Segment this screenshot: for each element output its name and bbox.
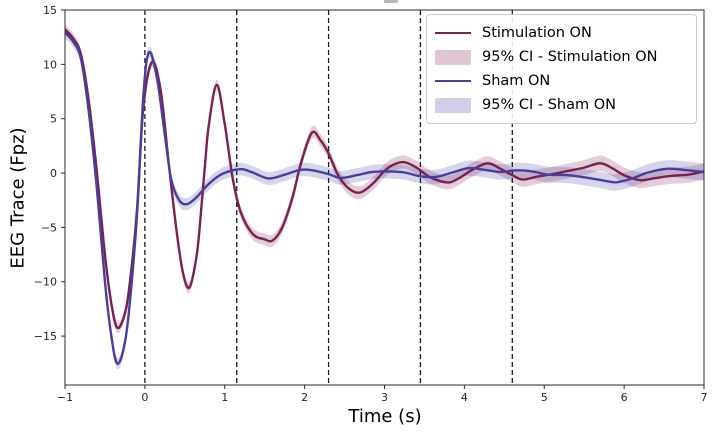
cropped-title-artifact — [384, 0, 398, 3]
legend-line-swatch — [435, 80, 471, 82]
x-tick-label: 6 — [621, 391, 628, 404]
y-tick-label: 0 — [50, 167, 57, 180]
ci-band-sham-on — [65, 27, 704, 370]
y-tick-label: 15 — [43, 4, 57, 17]
x-tick-label: 4 — [461, 391, 468, 404]
x-tick-label: 2 — [301, 391, 308, 404]
legend-patch-swatch — [435, 97, 471, 113]
x-tick-label: 0 — [141, 391, 148, 404]
series-line-sham-on — [65, 31, 704, 365]
legend-patch-swatch — [435, 49, 471, 65]
y-tick-label: −15 — [34, 330, 57, 343]
y-tick-label: 10 — [43, 58, 57, 71]
legend-item: 95% CI - Stimulation ON — [435, 45, 688, 69]
legend-item-label: 95% CI - Stimulation ON — [482, 49, 658, 65]
x-tick-label: 5 — [541, 391, 548, 404]
x-tick-label: −1 — [57, 391, 73, 404]
legend-item-label: Sham ON — [482, 73, 551, 89]
y-tick-label: −10 — [34, 276, 57, 289]
legend-line-swatch — [435, 32, 471, 34]
x-tick-label: 1 — [221, 391, 228, 404]
legend: Stimulation ON 95% CI - Stimulation ON Sha… — [426, 14, 697, 124]
y-axis-label: EEG Trace (Fpz) — [7, 127, 29, 269]
legend-item-label: 95% CI - Sham ON — [482, 97, 616, 113]
legend-item-label: Stimulation ON — [482, 25, 592, 41]
legend-item: Sham ON — [435, 69, 688, 93]
x-tick-label: 3 — [381, 391, 388, 404]
y-tick-label: −5 — [41, 221, 57, 234]
legend-item: Stimulation ON — [435, 21, 688, 45]
y-tick-label: 5 — [50, 113, 57, 126]
x-tick-label: 7 — [701, 391, 708, 404]
legend-item: 95% CI - Sham ON — [435, 93, 688, 117]
x-axis-label: Time (s) — [348, 406, 422, 427]
